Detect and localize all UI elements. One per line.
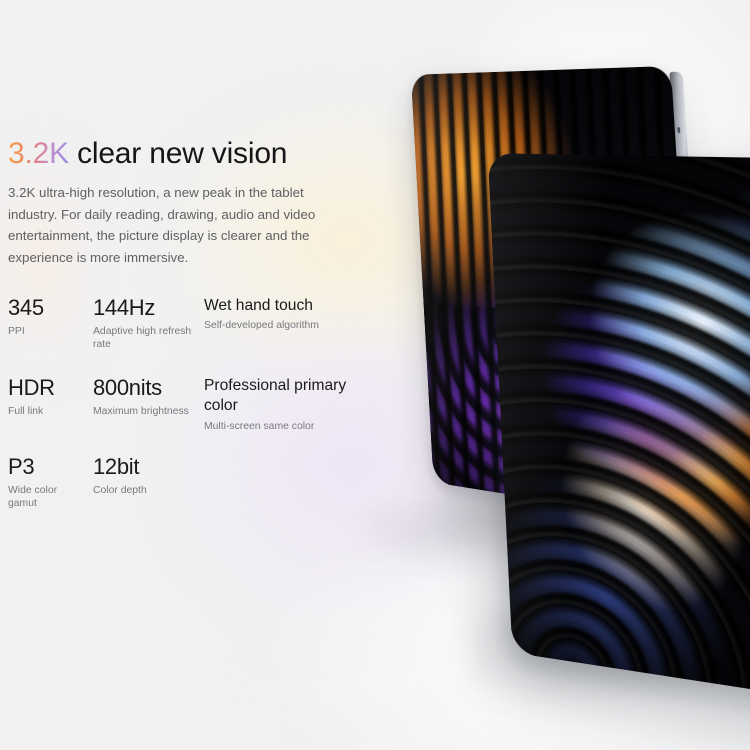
page-title: 3.2K clear new vision (8, 137, 338, 170)
spec-caption: Wide color gamut (8, 484, 58, 510)
spec-item-refresh-rate: 144Hz Adaptive high refresh rate (93, 295, 198, 352)
spec-value: 800nits (93, 375, 162, 400)
spec-item-hdr: HDR Full link (8, 375, 86, 418)
front-tablet-chassis (487, 153, 750, 708)
spec-grid: 345 PPI 144Hz Adaptive high refresh rate… (8, 295, 348, 525)
front-screen-gloss (487, 153, 750, 708)
spec-item-primary-color: Professional primary color Multi-screen … (204, 376, 352, 433)
spec-value: 12bit (93, 454, 140, 479)
intro-paragraph: 3.2K ultra-high resolution, a new peak i… (8, 185, 316, 265)
copy-block: 3.2K clear new vision 3.2K ultra-high re… (8, 137, 338, 269)
spec-value: Wet hand touch (204, 297, 313, 314)
spec-item-wet-hand-touch: Wet hand touch Self-developed algorithm (204, 296, 352, 333)
spec-value: P3 (8, 454, 35, 479)
spec-item-color-gamut: P3 Wide color gamut (8, 454, 86, 511)
back-tablet-microphone (677, 127, 681, 134)
spec-value: 345 (8, 295, 44, 320)
spec-caption: Adaptive high refresh rate (93, 325, 192, 351)
headline-rest: clear new vision (77, 137, 288, 170)
spec-item-brightness: 800nits Maximum brightness (93, 375, 198, 418)
spec-caption: Full link (8, 405, 44, 417)
spec-row: HDR Full link 800nits Maximum brightness… (8, 375, 348, 455)
spec-caption: Multi-screen same color (204, 420, 315, 432)
spec-caption: Maximum brightness (93, 405, 189, 417)
front-tablet-screen[interactable] (487, 153, 750, 708)
spec-item-color-depth: 12bit Color depth (93, 454, 198, 497)
spec-value: Professional primary color (204, 377, 347, 415)
headline-accent: 3.2K (8, 137, 69, 170)
spec-row: 345 PPI 144Hz Adaptive high refresh rate… (8, 295, 348, 376)
spec-caption: PPI (8, 325, 25, 337)
spec-caption: Color depth (93, 484, 147, 496)
front-tablet (487, 153, 750, 708)
headline-rest-spacer (69, 137, 77, 170)
spec-row: P3 Wide color gamut 12bit Color depth (8, 454, 348, 525)
front-tablet-frame (487, 153, 750, 708)
spec-item-ppi: 345 PPI (8, 295, 86, 338)
spec-value: HDR (8, 375, 55, 400)
spec-caption: Self-developed algorithm (204, 320, 319, 332)
spec-value: 144Hz (93, 295, 156, 320)
